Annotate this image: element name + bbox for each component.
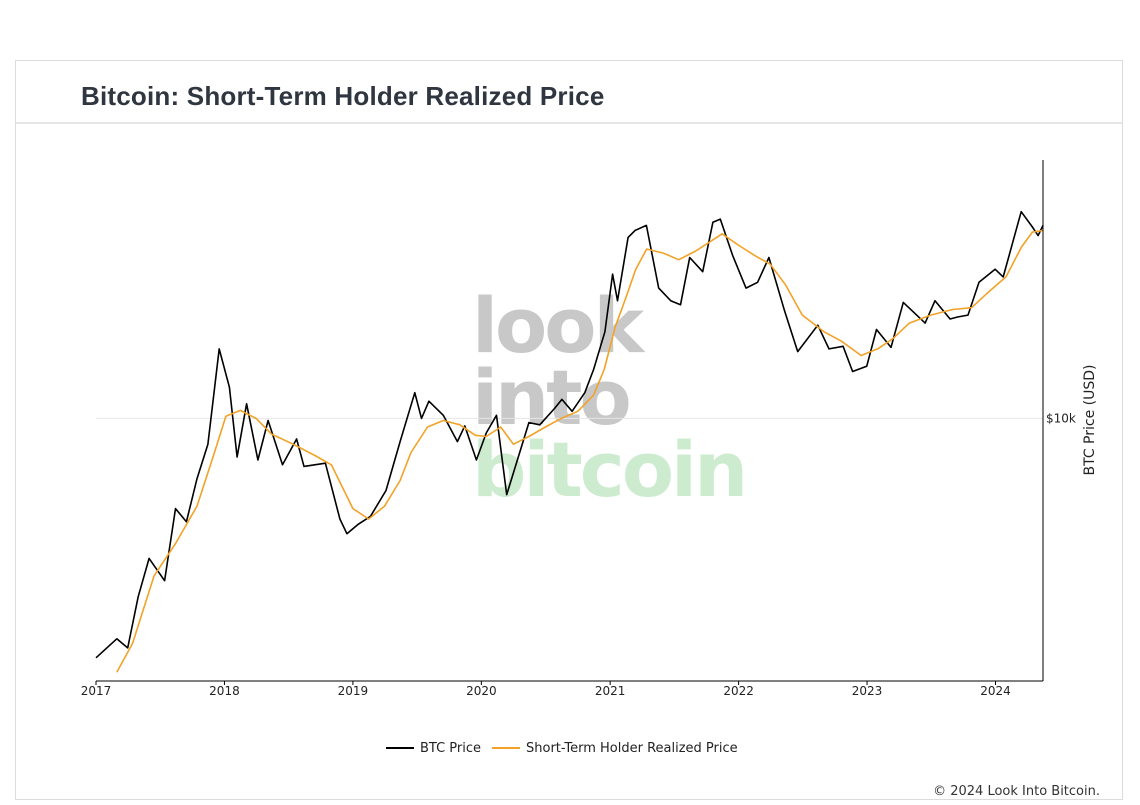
legend: BTC Price Short-Term Holder Realized Pric… [386, 741, 738, 756]
legend-label: Short-Term Holder Realized Price [526, 741, 738, 756]
y-axis-ticks: $10k [1046, 411, 1076, 425]
y-axis-label: BTC Price (USD) [1082, 364, 1098, 475]
sth-realized-price-line [116, 229, 1044, 673]
axes [96, 160, 1044, 682]
x-tick-label: 2022 [723, 684, 754, 698]
btc-price-line [95, 210, 1044, 659]
watermark: look into bitcoin [472, 281, 748, 514]
page-title: Bitcoin: Short-Term Holder Realized Pric… [81, 81, 605, 111]
x-tick-label: 2018 [209, 684, 240, 698]
y-tick-label: $10k [1046, 411, 1076, 425]
card-header: Bitcoin: Short-Term Holder Realized Pric… [16, 61, 1122, 124]
legend-label: BTC Price [420, 741, 481, 756]
watermark-bitcoin: bitcoin [472, 425, 745, 514]
x-tick-label: 2017 [81, 684, 112, 698]
x-axis-ticks: 2017 2018 2019 2020 2021 2022 2023 2024 [81, 681, 1011, 698]
copyright: © 2024 Look Into Bitcoin. [933, 784, 1100, 799]
x-tick-label: 2020 [466, 684, 497, 698]
x-tick-label: 2023 [852, 684, 883, 698]
chart-card: Bitcoin: Short-Term Holder Realized Pric… [15, 60, 1123, 800]
series-layer [95, 210, 1044, 673]
x-tick-label: 2021 [595, 684, 626, 698]
x-tick-label: 2024 [980, 684, 1011, 698]
x-tick-label: 2019 [338, 684, 369, 698]
